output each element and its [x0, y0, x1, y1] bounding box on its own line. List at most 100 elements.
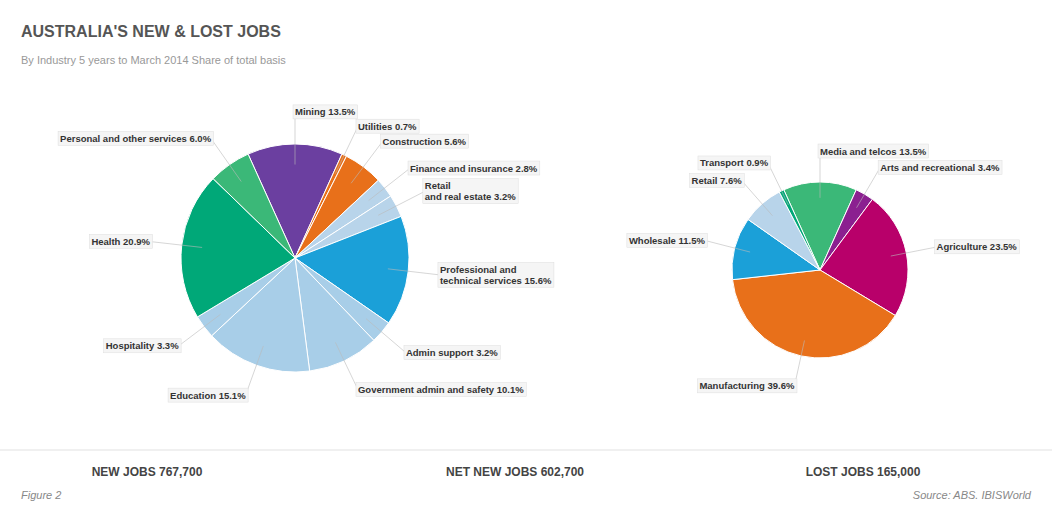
- label-box: [58, 131, 214, 145]
- label-box: [690, 173, 745, 187]
- data-label-group: Utilities 0.7%: [356, 119, 419, 133]
- data-label-value: 10.1%: [494, 384, 524, 395]
- leader-line: [857, 168, 881, 208]
- slices: [732, 182, 908, 358]
- data-label-group: Mining 13.5%: [293, 105, 358, 119]
- data-label-category: technical services: [440, 275, 522, 286]
- leader-line: [891, 247, 937, 256]
- label-box: [698, 156, 771, 170]
- data-label-group: Agriculture 23.5%: [935, 240, 1020, 254]
- data-label: Health 20.9%: [91, 236, 150, 247]
- data-label: Agriculture 23.5%: [937, 241, 1018, 252]
- data-label-value: 2.8%: [513, 163, 538, 174]
- label-box: [293, 105, 358, 119]
- data-label-value: 13.5%: [897, 146, 927, 157]
- leader-line: [369, 168, 410, 200]
- data-label: Utilities 0.7%: [358, 121, 417, 132]
- data-label-category: Government admin and safety: [358, 384, 495, 395]
- data-label-category: Arts and recreational: [880, 162, 975, 173]
- data-label: Wholesale 11.5%: [629, 235, 706, 246]
- slice: [733, 270, 896, 358]
- data-label-category: Professional and: [440, 264, 517, 275]
- data-label-value: 15.6%: [522, 275, 552, 286]
- label-box: [438, 262, 554, 287]
- pie: Mining 13.5%Utilities 0.7% Construction 5…: [58, 105, 554, 402]
- label-box: [697, 379, 797, 393]
- leader-line: [150, 242, 202, 248]
- label-box: [404, 346, 500, 360]
- leader-line: [378, 191, 425, 215]
- data-label-group: Manufacturing 39.6%: [697, 379, 797, 393]
- label-box: [356, 382, 526, 396]
- slice: [213, 154, 295, 258]
- label-box: [818, 144, 929, 158]
- data-label-category: and real estate: [425, 191, 492, 202]
- leader-line: [211, 139, 241, 182]
- leader-line: [768, 163, 788, 205]
- data-label-category: Media and telcos: [820, 146, 897, 157]
- label-box: [935, 240, 1020, 254]
- data-label-value: 20.9%: [120, 236, 150, 247]
- data-label-category: Construction: [383, 136, 442, 147]
- data-label-category: Retail: [425, 180, 451, 191]
- data-label-group: Retail 7.6%: [690, 173, 745, 187]
- data-label-category: Utilities: [358, 121, 392, 132]
- data-label-category: Transport: [700, 157, 745, 168]
- data-labels: Media and telcos 13.5% Arts and recreatio…: [627, 144, 1020, 393]
- label-box: [168, 388, 248, 402]
- data-label: Manufacturing 39.6%: [699, 380, 795, 391]
- leader-line: [388, 269, 440, 275]
- data-label-group: Admin support 3.2%: [404, 346, 500, 360]
- data-label: Finance and insurance 2.8%: [410, 163, 538, 174]
- label-box: [381, 134, 469, 148]
- data-label-group: Personal and other services 6.0%: [58, 131, 214, 145]
- data-label-group: Arts and recreational 3.4%: [878, 160, 1002, 174]
- pie-caption: NEW JOBS 767,700: [92, 465, 203, 479]
- leader-line: [179, 314, 221, 346]
- leader-line: [705, 240, 750, 252]
- pie: Media and telcos 13.5% Arts and recreatio…: [627, 144, 1020, 393]
- data-label-category: Health: [91, 236, 120, 247]
- label-box: [356, 119, 419, 133]
- slice: [748, 192, 820, 270]
- data-label: Arts and recreational 3.4%: [880, 162, 1000, 173]
- data-label-value: 0.9%: [744, 157, 769, 168]
- data-label-value: 5.6%: [442, 136, 467, 147]
- title: AUSTRALIA'S NEW & LOST JOBS: [21, 23, 281, 40]
- data-label-group: Retailand real estate 3.2%: [423, 179, 518, 204]
- label-box: [423, 179, 518, 204]
- data-label: Media and telcos 13.5%: [820, 146, 927, 157]
- data-label-group: Wholesale 11.5%: [627, 233, 708, 247]
- data-label: Admin support 3.2%: [406, 347, 498, 358]
- data-label-value: 3.4%: [975, 162, 1000, 173]
- label-box: [89, 234, 152, 248]
- label-box: [878, 160, 1002, 174]
- data-label-group: Health 20.9%: [89, 234, 152, 248]
- data-label: Government admin and safety 10.1%: [358, 384, 524, 395]
- slices: [181, 144, 409, 372]
- data-label-value: 23.5%: [987, 241, 1017, 252]
- data-label-category: Retail: [692, 175, 718, 186]
- data-label-category: Education: [170, 390, 216, 401]
- data-label: Retail 7.6%: [692, 175, 743, 186]
- leader-line: [295, 112, 296, 164]
- data-label-category: Mining: [295, 106, 326, 117]
- data-label-value: 7.6%: [717, 175, 742, 186]
- data-label-value: 3.2%: [474, 347, 499, 358]
- leader-line: [351, 141, 382, 183]
- data-label-group: Finance and insurance 2.8%: [408, 161, 540, 175]
- pie-caption: LOST JOBS 165,000: [806, 465, 921, 479]
- leader-line: [366, 319, 406, 353]
- data-label: Hospitality 3.3%: [106, 340, 179, 351]
- data-labels: Mining 13.5%Utilities 0.7% Construction 5…: [58, 105, 554, 402]
- data-label-category: Wholesale: [629, 235, 676, 246]
- data-label: Retailand real estate 3.2%: [425, 180, 516, 202]
- data-label-group: Media and telcos 13.5%: [818, 144, 929, 158]
- data-label-value: 11.5%: [676, 235, 706, 246]
- leader-line: [742, 181, 773, 216]
- data-label: Construction 5.6%: [383, 136, 467, 147]
- data-label-group: Professional andtechnical services 15.6%: [438, 262, 554, 287]
- data-label: Mining 13.5%: [295, 106, 356, 117]
- data-label-group: Construction 5.6%: [381, 134, 469, 148]
- data-label-group: Transport 0.9%: [698, 156, 771, 170]
